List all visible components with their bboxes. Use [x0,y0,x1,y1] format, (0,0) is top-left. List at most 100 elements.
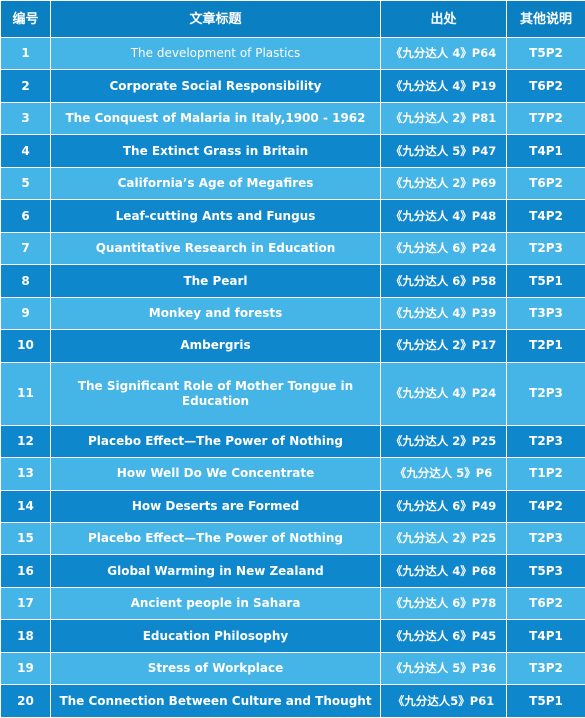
row-note: T2P3 [506,231,585,266]
row-number: 12 [0,424,51,459]
row-note: T6P2 [506,166,585,201]
table-row: 3 The Conquest of Malaria in Italy,1900 -… [0,101,585,136]
row-title: The Pearl [50,264,381,298]
row-number: 18 [0,619,51,653]
row-number: 4 [0,134,51,168]
row-title: Quantitative Research in Education [50,231,381,266]
row-source: 《九分达人 5》P36 [380,651,507,686]
row-source: 《九分达人 5》P6 [380,457,507,491]
row-note: T4P2 [506,489,585,524]
row-source: 《九分达人 2》P69 [380,166,507,201]
table-row: 17 Ancient people in Sahara 《九分达人 6》P78 T6P… [0,586,585,621]
row-title: Education Philosophy [50,619,381,653]
row-number: 2 [0,69,51,103]
row-title: California’s Age of Megafires [50,166,381,201]
row-title: Ambergris [50,329,381,363]
row-number: 9 [0,296,51,331]
row-title: How Deserts are Formed [50,489,381,524]
table-row: 20 The Connection Between Culture and Tho… [0,684,585,718]
header-title: 文章标题 [50,0,381,38]
row-title: Ancient people in Sahara [50,586,381,621]
table-body: 1 The development of Plastics 《九分达人 4》P64 T… [0,36,585,718]
row-note: T2P1 [506,329,585,363]
table-row: 7 Quantitative Research in Education 《九分达人… [0,231,585,266]
row-number: 5 [0,166,51,201]
table-row: 13 How Well Do We Concentrate 《九分达人 5》P6 T1… [0,457,585,491]
row-title: Monkey and forests [50,296,381,331]
row-source: 《九分达人 4》P64 [380,36,507,71]
row-note: T4P1 [506,619,585,653]
row-note: T1P2 [506,457,585,491]
header-source: 出处 [380,0,507,38]
row-number: 1 [0,36,51,71]
row-title: The development of Plastics [50,36,381,71]
row-number: 11 [0,361,51,426]
table-row: 12 Placebo Effect—The Power of Nothing 《九分… [0,424,585,459]
row-number: 19 [0,651,51,686]
row-source: 《九分达人 6》P49 [380,489,507,524]
table-row: 2 Corporate Social Responsibility 《九分达人 4》… [0,69,585,103]
row-note: T6P2 [506,69,585,103]
row-title: The Conquest of Malaria in Italy,1900 - … [50,101,381,136]
row-source: 《九分达人 4》P68 [380,554,507,588]
row-note: T2P3 [506,424,585,459]
row-note: T3P3 [506,296,585,331]
row-number: 6 [0,199,51,233]
table-row: 1 The development of Plastics 《九分达人 4》P64 T… [0,36,585,71]
table-row: 15 Placebo Effect—The Power of Nothing 《九分… [0,522,585,556]
header-note: 其他说明 [506,0,585,38]
table-row: 8 The Pearl 《九分达人 6》P58 T5P1 [0,264,585,298]
row-source: 《九分达人 2》P25 [380,522,507,556]
row-number: 7 [0,231,51,266]
table-row: 6 Leaf-cutting Ants and Fungus 《九分达人 4》P48… [0,199,585,233]
row-source: 《九分达人 4》P24 [380,361,507,426]
table-row: 14 How Deserts are Formed 《九分达人 6》P49 T4P2 [0,489,585,524]
table-row: 4 The Extinct Grass in Britain 《九分达人 5》P47… [0,134,585,168]
row-source: 《九分达人 4》P48 [380,199,507,233]
row-source: 《九分达人5》P61 [380,684,507,718]
table-row: 19 Stress of Workplace 《九分达人 5》P36 T3P2 [0,651,585,686]
row-source: 《九分达人 6》P24 [380,231,507,266]
row-note: T2P3 [506,522,585,556]
row-title: Corporate Social Responsibility [50,69,381,103]
row-note: T5P1 [506,264,585,298]
row-note: T4P1 [506,134,585,168]
row-source: 《九分达人 6》P58 [380,264,507,298]
row-note: T7P2 [506,101,585,136]
header-number: 编号 [0,0,51,38]
table-row: 18 Education Philosophy 《九分达人 6》P45 T4P1 [0,619,585,653]
row-note: T5P1 [506,684,585,718]
row-note: T4P2 [506,199,585,233]
row-source: 《九分达人 5》P47 [380,134,507,168]
row-title: Placebo Effect—The Power of Nothing [50,522,381,556]
row-source: 《九分达人 4》P39 [380,296,507,331]
table-row: 5 California’s Age of Megafires 《九分达人 2》P6… [0,166,585,201]
row-title: Placebo Effect—The Power of Nothing [50,424,381,459]
row-number: 17 [0,586,51,621]
row-source: 《九分达人 4》P19 [380,69,507,103]
table-row: 9 Monkey and forests 《九分达人 4》P39 T3P3 [0,296,585,331]
table-row: 10 Ambergris 《九分达人 2》P17 T2P1 [0,329,585,363]
table-row: 16 Global Warming in New Zealand 《九分达人 4》P… [0,554,585,588]
row-note: T5P3 [506,554,585,588]
row-number: 8 [0,264,51,298]
header-row: 编号 文章标题 出处 其他说明 [0,0,585,38]
row-title: Leaf-cutting Ants and Fungus [50,199,381,233]
row-number: 10 [0,329,51,363]
row-number: 14 [0,489,51,524]
row-title: Stress of Workplace [50,651,381,686]
row-number: 20 [0,684,51,718]
row-note: T3P2 [506,651,585,686]
row-source: 《九分达人 2》P17 [380,329,507,363]
row-title: The Extinct Grass in Britain [50,134,381,168]
row-number: 3 [0,101,51,136]
row-number: 15 [0,522,51,556]
row-title: Global Warming in New Zealand [50,554,381,588]
row-note: T6P2 [506,586,585,621]
row-number: 16 [0,554,51,588]
table-row: 11 The Significant Role of Mother Tongue … [0,361,585,426]
row-source: 《九分达人 2》P81 [380,101,507,136]
row-title: The Connection Between Culture and Thoug… [50,684,381,718]
row-title: How Well Do We Concentrate [50,457,381,491]
